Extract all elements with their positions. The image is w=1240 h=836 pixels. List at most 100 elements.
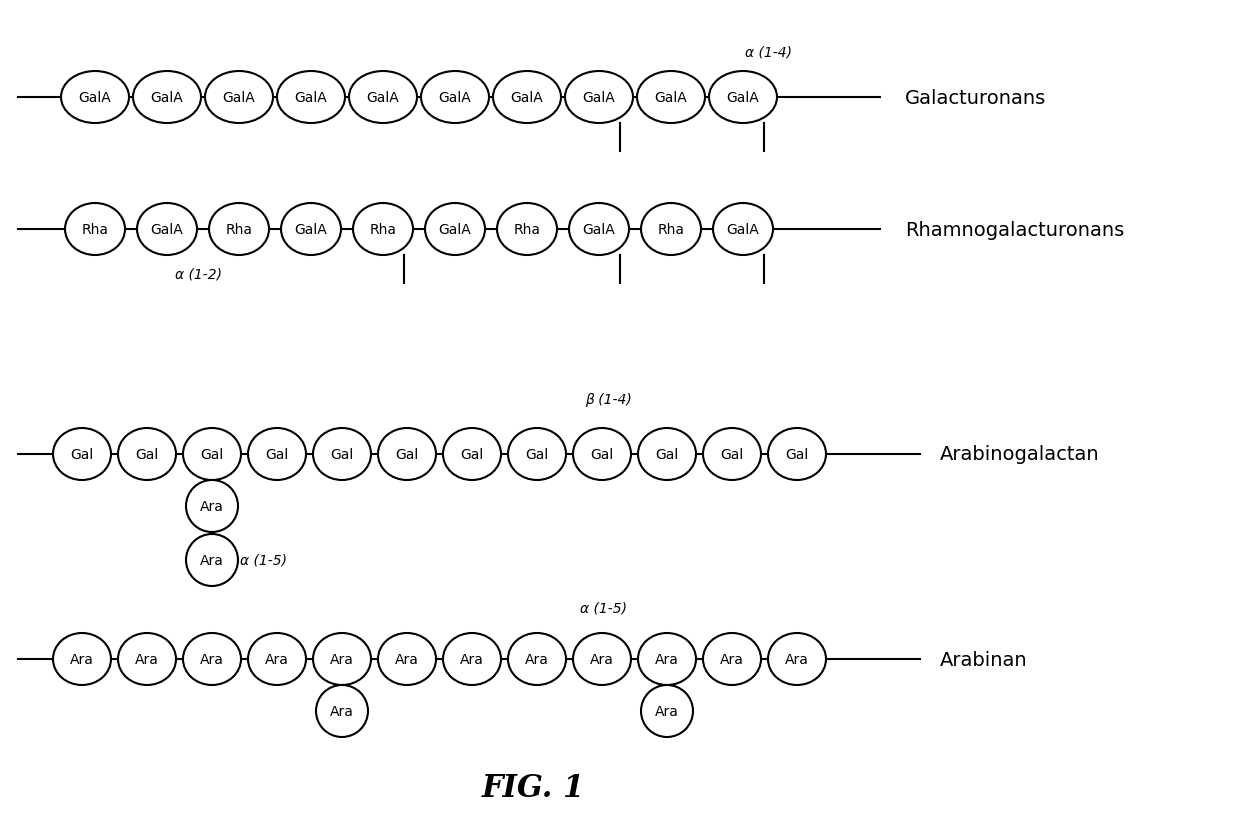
Text: Ara: Ara [590, 652, 614, 666]
Text: α (1-2): α (1-2) [175, 268, 222, 282]
Ellipse shape [443, 429, 501, 481]
Ellipse shape [136, 204, 197, 256]
Text: Gal: Gal [330, 447, 353, 461]
Text: Ara: Ara [720, 652, 744, 666]
Ellipse shape [497, 204, 557, 256]
Ellipse shape [277, 72, 345, 124]
Text: Ara: Ara [200, 652, 224, 666]
Text: Gal: Gal [71, 447, 94, 461]
Text: Ara: Ara [330, 652, 353, 666]
Text: α (1-4): α (1-4) [745, 45, 792, 59]
Ellipse shape [312, 429, 371, 481]
Text: GalA: GalA [150, 91, 184, 104]
Text: GalA: GalA [655, 91, 687, 104]
Ellipse shape [422, 72, 489, 124]
Ellipse shape [353, 204, 413, 256]
Ellipse shape [205, 72, 273, 124]
Ellipse shape [378, 429, 436, 481]
Text: Ara: Ara [71, 652, 94, 666]
Text: GalA: GalA [727, 222, 759, 237]
Ellipse shape [425, 204, 485, 256]
Text: α (1-5): α (1-5) [580, 600, 627, 614]
Text: FIG. 1: FIG. 1 [481, 772, 585, 803]
Ellipse shape [64, 204, 125, 256]
Text: Gal: Gal [785, 447, 808, 461]
Ellipse shape [133, 72, 201, 124]
Ellipse shape [184, 429, 241, 481]
Ellipse shape [248, 429, 306, 481]
Ellipse shape [248, 633, 306, 686]
Text: Gal: Gal [526, 447, 548, 461]
Text: Galacturonans: Galacturonans [905, 89, 1047, 107]
Ellipse shape [316, 686, 368, 737]
Ellipse shape [210, 204, 269, 256]
Text: Ara: Ara [200, 499, 224, 513]
Ellipse shape [281, 204, 341, 256]
Ellipse shape [186, 481, 238, 533]
Ellipse shape [53, 633, 112, 686]
Ellipse shape [641, 204, 701, 256]
Text: Ara: Ara [200, 553, 224, 568]
Ellipse shape [184, 633, 241, 686]
Ellipse shape [508, 429, 565, 481]
Text: Gal: Gal [460, 447, 484, 461]
Text: GalA: GalA [727, 91, 759, 104]
Ellipse shape [118, 633, 176, 686]
Text: GalA: GalA [295, 91, 327, 104]
Text: Ara: Ara [460, 652, 484, 666]
Text: GalA: GalA [439, 222, 471, 237]
Text: Rha: Rha [657, 222, 684, 237]
Text: Rha: Rha [370, 222, 397, 237]
Ellipse shape [573, 429, 631, 481]
Ellipse shape [61, 72, 129, 124]
Text: GalA: GalA [583, 222, 615, 237]
Ellipse shape [118, 429, 176, 481]
Text: Gal: Gal [265, 447, 289, 461]
Text: Ara: Ara [655, 704, 680, 718]
Text: GalA: GalA [78, 91, 112, 104]
Ellipse shape [703, 429, 761, 481]
Text: α (1-5): α (1-5) [241, 553, 286, 566]
Text: Ara: Ara [655, 652, 680, 666]
Ellipse shape [709, 72, 777, 124]
Text: Gal: Gal [201, 447, 223, 461]
Ellipse shape [186, 534, 238, 586]
Ellipse shape [348, 72, 417, 124]
Text: Rhamnogalacturonans: Rhamnogalacturonans [905, 220, 1125, 239]
Ellipse shape [378, 633, 436, 686]
Text: GalA: GalA [439, 91, 471, 104]
Text: Ara: Ara [396, 652, 419, 666]
Text: Arabinan: Arabinan [940, 650, 1028, 669]
Ellipse shape [639, 633, 696, 686]
Text: Gal: Gal [590, 447, 614, 461]
Ellipse shape [713, 204, 773, 256]
Ellipse shape [494, 72, 560, 124]
Text: Gal: Gal [135, 447, 159, 461]
Ellipse shape [639, 429, 696, 481]
Text: GalA: GalA [511, 91, 543, 104]
Text: Gal: Gal [396, 447, 419, 461]
Text: GalA: GalA [295, 222, 327, 237]
Ellipse shape [573, 633, 631, 686]
Ellipse shape [768, 429, 826, 481]
Text: Ara: Ara [265, 652, 289, 666]
Ellipse shape [768, 633, 826, 686]
Text: Arabinogalactan: Arabinogalactan [940, 445, 1100, 464]
Text: GalA: GalA [150, 222, 184, 237]
Text: GalA: GalA [223, 91, 255, 104]
Text: Ara: Ara [135, 652, 159, 666]
Text: GalA: GalA [367, 91, 399, 104]
Text: Gal: Gal [720, 447, 744, 461]
Ellipse shape [641, 686, 693, 737]
Text: Rha: Rha [513, 222, 541, 237]
Text: Ara: Ara [785, 652, 808, 666]
Ellipse shape [443, 633, 501, 686]
Ellipse shape [53, 429, 112, 481]
Text: Rha: Rha [82, 222, 109, 237]
Ellipse shape [703, 633, 761, 686]
Ellipse shape [312, 633, 371, 686]
Text: Ara: Ara [525, 652, 549, 666]
Ellipse shape [565, 72, 632, 124]
Text: Ara: Ara [330, 704, 353, 718]
Ellipse shape [637, 72, 706, 124]
